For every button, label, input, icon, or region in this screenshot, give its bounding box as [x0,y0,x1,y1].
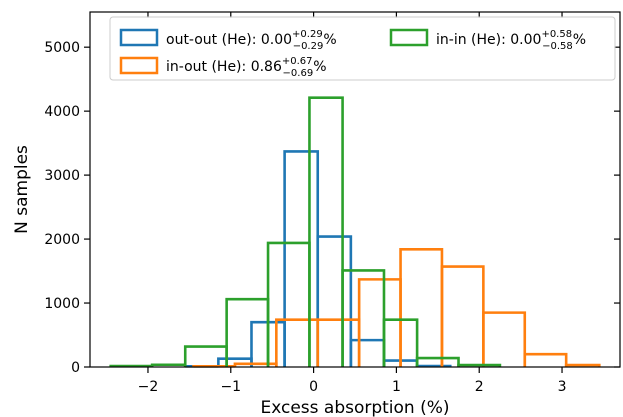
bar-in-in-5 [308,96,344,367]
bar-in-out-8 [523,352,568,367]
legend: out-out (He): 0.00+0.29 −0.29% in-out (He… [109,16,616,81]
bar-in-out-4 [357,278,402,367]
legend-swatch-in-in [389,28,429,47]
legend-swatch-in-out [119,56,159,75]
x-tick-label: −1 [220,379,241,395]
x-axis-title: Excess absorption (%) [260,398,449,417]
legend-entry-in-out: in-out (He): 0.86+0.67 −0.69% [119,56,327,79]
bar-in-out-5 [399,248,444,367]
legend-frame [109,16,616,81]
x-tick-label: 1 [392,379,401,395]
legend-label-in-in: in-in (He): 0.00+0.58 −0.58% [436,29,586,52]
bar-in-in-8 [415,356,460,367]
y-tick-label: 4000 [44,104,80,120]
bar-in-out-6 [440,265,485,367]
x-tick-label: −2 [138,379,159,395]
plot-frame [89,11,621,368]
bar-out-out-3 [283,150,320,367]
y-tick-label: 5000 [44,40,80,56]
bar-in-in-9 [457,363,502,367]
bar-out-out-4 [316,235,353,367]
tick-layer: −2 −1 0 1 2 3 0 1000 2000 3000 4000 5000 [44,12,620,395]
series-layer [109,96,601,368]
y-tick-label: 0 [71,360,80,376]
bar-in-out-2 [275,318,320,367]
legend-entry-out-out: out-out (He): 0.00+0.29 −0.29% [119,28,337,52]
y-tick-label: 3000 [44,168,80,184]
y-axis-title: N samples [12,145,32,234]
x-tick-label: 0 [309,379,318,395]
bar-in-in-4 [266,241,311,367]
bar-in-in-2 [183,345,228,367]
bar-in-in-7 [382,318,419,367]
series-in-out [192,248,601,368]
bar-out-out-5 [349,338,386,367]
bar-in-in-3 [225,297,270,367]
bar-in-out-7 [482,311,527,367]
legend-label-in-out: in-out (He): 0.86+0.67 −0.69% [166,56,327,79]
bar-in-out-3 [316,318,361,367]
legend-label-out-out: out-out (He): 0.00+0.29 −0.29% [166,29,337,52]
legend-entry-in-in: in-in (He): 0.00+0.58 −0.58% [389,28,586,52]
x-tick-label: 3 [558,379,567,395]
bar-in-out-9 [564,363,601,367]
y-tick-label: 2000 [44,232,80,248]
y-tick-label: 1000 [44,296,80,312]
legend-swatch-out-out [119,28,159,47]
x-tick-label: 2 [475,379,484,395]
